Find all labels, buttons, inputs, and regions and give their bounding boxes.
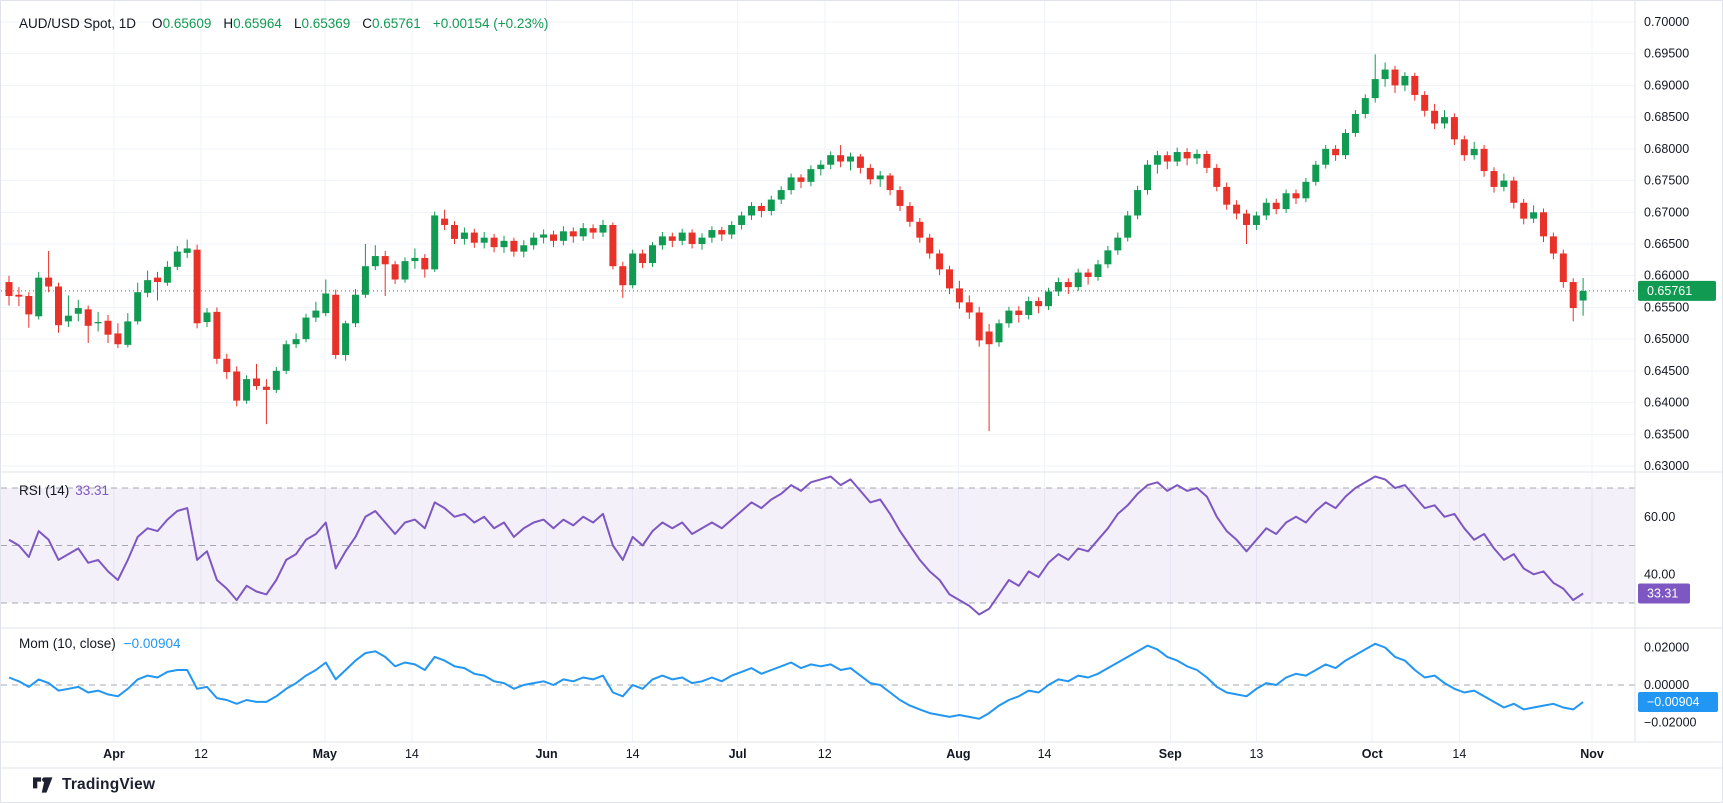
close-label: C [362,16,373,31]
svg-text:Oct: Oct [1362,747,1384,761]
svg-text:60.00: 60.00 [1644,510,1675,524]
momentum-badge: −0.00904 [1638,691,1718,712]
svg-text:Apr: Apr [103,747,125,761]
svg-text:0.64500: 0.64500 [1644,364,1689,378]
low-label: L [293,16,302,31]
svg-text:Nov: Nov [1580,747,1604,761]
svg-text:0.00000: 0.00000 [1644,678,1689,692]
rsi-legend[interactable]: RSI (14) 33.31 [19,484,109,498]
svg-text:Jul: Jul [729,747,747,761]
svg-text:0.64000: 0.64000 [1644,396,1689,410]
svg-text:12: 12 [818,747,832,761]
svg-text:40.00: 40.00 [1644,567,1675,581]
svg-text:14: 14 [405,747,419,761]
svg-text:May: May [313,747,337,761]
momentum-label: Mom (10, close) [19,636,116,651]
momentum-axis[interactable]: 0.02000 0.00000 −0.02000 [1644,641,1697,730]
svg-text:0.68000: 0.68000 [1644,142,1689,156]
svg-text:0.67500: 0.67500 [1644,174,1689,188]
svg-text:0.66000: 0.66000 [1644,269,1689,283]
svg-text:14: 14 [1038,747,1052,761]
high-value: 0.65964 [233,16,282,31]
svg-text:12: 12 [194,747,208,761]
svg-text:0.65500: 0.65500 [1644,300,1689,314]
svg-text:Jun: Jun [535,747,557,761]
price-badge: 0.65761 [1638,280,1716,301]
time-gridlines [113,1,1593,742]
svg-text:14: 14 [1452,747,1466,761]
svg-text:0.63000: 0.63000 [1644,459,1689,473]
svg-text:−0.00904: −0.00904 [1647,695,1700,709]
momentum-legend[interactable]: Mom (10, close) −0.00904 [19,637,180,651]
low-value: 0.65369 [301,16,351,31]
tradingview-attribution[interactable]: TradingView [33,776,155,794]
price-axis[interactable]: 0.70000 0.69500 0.69000 0.68500 0.68000 0.675… [1644,15,1689,473]
rsi-line[interactable] [8,475,1584,616]
svg-text:−0.02000: −0.02000 [1644,716,1697,730]
open-value: 0.65609 [162,16,212,31]
svg-text:0.69000: 0.69000 [1644,78,1689,92]
panel-separators [1,1,1722,769]
svg-text:0.67000: 0.67000 [1644,205,1689,219]
tradingview-logo-icon [33,777,53,793]
candlestick-series[interactable] [5,54,1587,432]
svg-text:13: 13 [1249,747,1263,761]
rsi-value: 33.31 [75,483,110,498]
svg-text:Sep: Sep [1159,747,1182,761]
open-label: O [152,16,163,31]
svg-text:0.68500: 0.68500 [1644,110,1689,124]
rsi-badge: 33.31 [1638,583,1690,604]
svg-text:0.70000: 0.70000 [1644,15,1689,29]
svg-text:0.69500: 0.69500 [1644,47,1689,61]
svg-text:33.31: 33.31 [1647,586,1678,600]
svg-text:0.02000: 0.02000 [1644,641,1689,655]
tradingview-brand-text: TradingView [62,776,156,793]
svg-text:0.66500: 0.66500 [1644,237,1689,251]
momentum-value: −0.00904 [123,636,181,651]
main-series-legend[interactable]: AUD/USD Spot, 1D O0.65609 H0.65964 L0.65369… [19,17,548,31]
svg-text:Aug: Aug [946,747,970,761]
rsi-label: RSI (14) [19,483,70,498]
svg-text:0.65761: 0.65761 [1647,284,1692,298]
symbol-title: AUD/USD Spot, 1D [19,16,137,31]
close-value: 0.65761 [372,16,421,31]
svg-text:0.65000: 0.65000 [1644,332,1689,346]
svg-text:14: 14 [626,747,640,761]
momentum-line[interactable] [8,642,1584,720]
time-axis[interactable]: Apr 12 May 14 Jun 14 Jul 12 Aug 14 Sep 13 Oct 14 Nov [103,747,1604,761]
svg-text:0.63500: 0.63500 [1644,427,1689,441]
rsi-axis[interactable]: 60.00 40.00 [1644,510,1675,582]
high-label: H [223,16,234,31]
change-value: +0.00154 (+0.23%) [432,16,549,31]
